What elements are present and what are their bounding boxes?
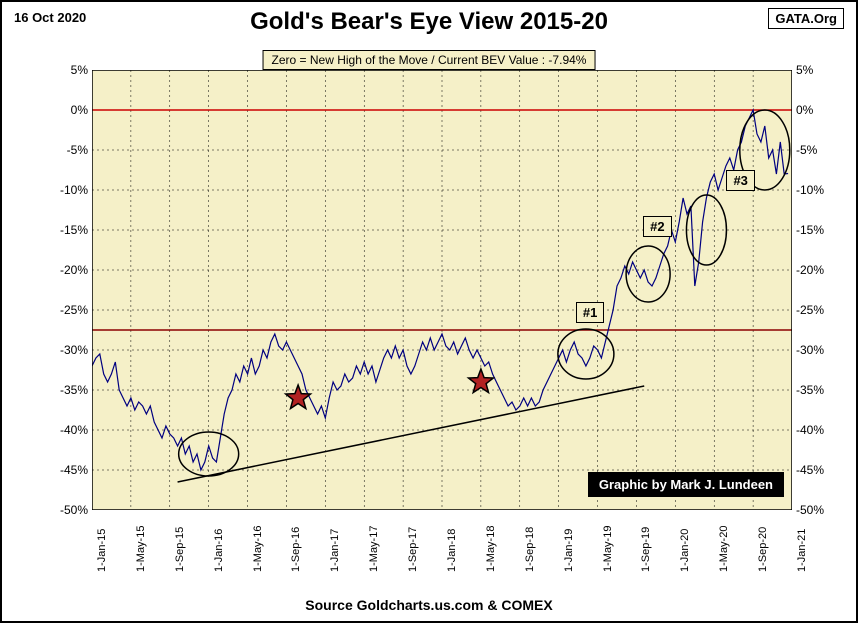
xtick: 1-Sep-20 [757, 527, 769, 572]
xtick: 1-Jan-17 [329, 529, 341, 572]
ytick: -40% [796, 423, 830, 437]
xtick: 1-Jan-21 [796, 529, 808, 572]
plot-area [92, 70, 792, 510]
xtick: 1-Jan-16 [213, 529, 225, 572]
circle-label: #1 [576, 302, 604, 323]
ytick: -15% [54, 223, 88, 237]
chart-frame: 16 Oct 2020 GATA.Org Gold's Bear's Eye V… [0, 0, 858, 623]
xtick: 1-Jan-19 [563, 529, 575, 572]
ytick: -10% [54, 183, 88, 197]
ytick: -20% [796, 263, 830, 277]
xtick: 1-Sep-18 [524, 527, 536, 572]
xtick: 1-Sep-15 [174, 527, 186, 572]
plot-svg [92, 70, 792, 510]
ytick: -40% [54, 423, 88, 437]
xtick: 1-Sep-19 [640, 527, 652, 572]
ytick: -25% [54, 303, 88, 317]
xtick: 1-May-20 [718, 526, 730, 572]
ytick: -25% [796, 303, 830, 317]
circle-label: #3 [726, 170, 754, 191]
ytick: 5% [796, 63, 830, 77]
ytick: -5% [54, 143, 88, 157]
xtick: 1-May-15 [135, 526, 147, 572]
xtick: 1-May-19 [602, 526, 614, 572]
xtick: 1-May-16 [252, 526, 264, 572]
ytick: -45% [54, 463, 88, 477]
subtitle-box: Zero = New High of the Move / Current BE… [263, 50, 596, 70]
xtick: 1-Jan-15 [96, 529, 108, 572]
xtick: 1-Sep-16 [290, 527, 302, 572]
ytick: -30% [796, 343, 830, 357]
ytick: -50% [796, 503, 830, 517]
ytick: 0% [54, 103, 88, 117]
ytick: -35% [796, 383, 830, 397]
xtick: 1-Jan-20 [679, 529, 691, 572]
xtick: 1-Jan-18 [446, 529, 458, 572]
ytick: -20% [54, 263, 88, 277]
ytick: -30% [54, 343, 88, 357]
ytick: -50% [54, 503, 88, 517]
xtick: 1-Sep-17 [407, 527, 419, 572]
ytick: -15% [796, 223, 830, 237]
xtick: 1-May-18 [485, 526, 497, 572]
credit-box: Graphic by Mark J. Lundeen [588, 472, 784, 497]
chart-title: Gold's Bear's Eye View 2015-20 [2, 8, 856, 36]
ytick: -45% [796, 463, 830, 477]
circle-label: #2 [643, 216, 671, 237]
ytick: -5% [796, 143, 830, 157]
ytick: -35% [54, 383, 88, 397]
ytick: -10% [796, 183, 830, 197]
ytick: 5% [54, 63, 88, 77]
x-source: Source Goldcharts.us.com & COMEX [2, 597, 856, 613]
xtick: 1-May-17 [368, 526, 380, 572]
ytick: 0% [796, 103, 830, 117]
